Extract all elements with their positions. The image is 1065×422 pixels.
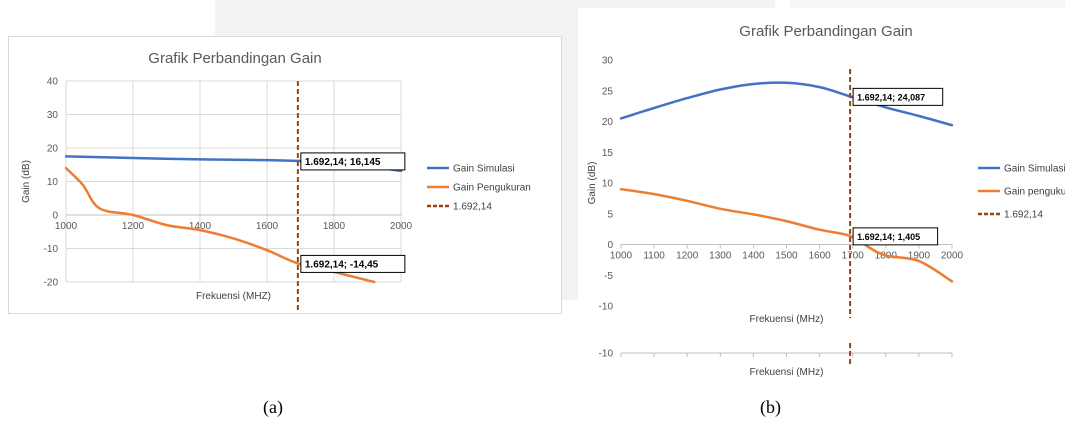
x-tick-label: 1600 xyxy=(256,221,279,232)
y-tick-label: 30 xyxy=(602,56,614,67)
data-label-box xyxy=(300,152,406,171)
data-label: 1.692,14; 1,405 xyxy=(857,232,920,242)
data-label: 1.692,14; 24,087 xyxy=(857,92,925,102)
y-tick-label: -20 xyxy=(44,278,59,289)
x-tick-label: 1400 xyxy=(189,221,212,232)
y-tick-label: 40 xyxy=(47,77,59,88)
y-tick-label: 10 xyxy=(602,179,614,190)
chart-a-svg: Grafik Perbandingan Gain -20 -10 0 10 20 30 40 1… xyxy=(21,50,531,313)
y-tick-label: 20 xyxy=(602,117,614,128)
y-tick-label: -5 xyxy=(604,271,613,282)
strip-y-tick-label: -10 xyxy=(599,349,614,360)
x-tick-label: 2000 xyxy=(390,221,413,232)
y-tick-label: -10 xyxy=(44,244,59,255)
y-tick-label: 0 xyxy=(52,211,58,222)
x-tick-label: 1500 xyxy=(775,251,798,262)
y-tick-label: 0 xyxy=(607,240,613,251)
x-tick-label: 1700 xyxy=(842,251,865,262)
x-tick-label: 1600 xyxy=(808,251,831,262)
x-tick-label: 2000 xyxy=(941,251,964,262)
caption-a: (a) xyxy=(263,397,283,417)
strip-x-axis-title: Frekuensi (MHz) xyxy=(750,367,824,378)
chart-title: Grafik Perbandingan Gain xyxy=(148,50,321,67)
x-tick-label: 1200 xyxy=(676,251,699,262)
legend-label: 1.692,14 xyxy=(1004,210,1043,221)
data-label: 1.692,14; 16,145 xyxy=(305,157,381,168)
y-tick-label: -10 xyxy=(599,302,614,313)
x-axis-title: Frekuensi (MHZ) xyxy=(196,291,271,302)
data-label: 1.692,14; -14,45 xyxy=(305,259,379,270)
y-tick-label: 5 xyxy=(607,209,613,220)
series-line-pengukuran xyxy=(619,187,954,283)
chart-panel-a: Grafik Perbandingan Gain -20 -10 0 10 20 30 40 1… xyxy=(8,36,562,314)
y-tick-label: 15 xyxy=(602,148,614,159)
data-label-box xyxy=(852,227,939,246)
y-tick-label: 20 xyxy=(47,144,59,155)
legend-label: 1.692,14 xyxy=(453,202,492,213)
x-tick-label: 1200 xyxy=(122,221,145,232)
chart-title: Grafik Perbandingan Gain xyxy=(739,23,912,40)
legend-label: Gain Simulasi xyxy=(1004,164,1065,175)
x-tick-label: 1800 xyxy=(323,221,346,232)
x-tick-label: 1000 xyxy=(610,251,633,262)
y-tick-label: 30 xyxy=(47,110,59,121)
chart-panel-b: Grafik Perbandingan Gain -10 -5 0 5 10 15 20 25 3… xyxy=(578,8,1065,388)
x-axis-title: Frekuensi (MHz) xyxy=(750,314,824,325)
legend-label: Gain Simulasi xyxy=(453,164,515,175)
x-tick-label: 1000 xyxy=(55,221,78,232)
data-label-box xyxy=(852,87,944,106)
x-tick-label: 1300 xyxy=(709,251,732,262)
x-tick-label: 1100 xyxy=(643,251,665,262)
x-tick-label: 1900 xyxy=(908,251,931,262)
y-axis-title: Gain (dB) xyxy=(21,160,32,203)
y-tick-label: 10 xyxy=(47,177,59,188)
legend-label: Gain pengukuran xyxy=(1004,187,1065,198)
y-tick-label: 25 xyxy=(602,86,614,97)
x-tick-label: 1400 xyxy=(742,251,765,262)
data-label-box xyxy=(300,254,406,273)
series-line-simulasi xyxy=(619,81,954,127)
chart-b-svg: Grafik Perbandingan Gain -10 -5 0 5 10 15 20 25 3… xyxy=(587,23,1065,378)
legend-label: Gain Pengukuran xyxy=(453,183,531,194)
caption-b: (b) xyxy=(760,397,781,417)
y-axis-title: Gain (dB) xyxy=(587,162,598,205)
